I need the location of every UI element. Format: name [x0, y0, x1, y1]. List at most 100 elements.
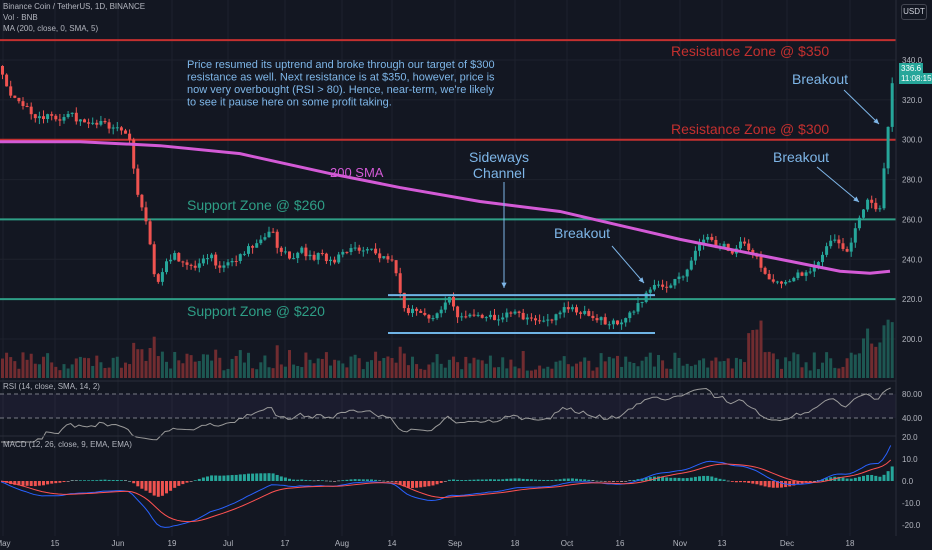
candle-body [763, 267, 767, 274]
volume-bar [497, 367, 501, 378]
volume-bar [308, 359, 312, 378]
macd-histogram-bar [693, 476, 697, 481]
candle-body [710, 237, 714, 240]
macd-histogram-bar [505, 478, 509, 481]
candle-body [402, 292, 406, 309]
volume-bar [320, 358, 324, 378]
candle-body [607, 324, 611, 326]
volume-bar [468, 363, 472, 378]
volume-bar [554, 361, 558, 378]
volume-bar [456, 362, 460, 378]
macd-histogram-bar [538, 479, 542, 481]
volume-bar [685, 363, 689, 378]
macd-tick-label: 0.0 [902, 477, 914, 486]
price-tick-label: 240.0 [902, 255, 923, 264]
macd-histogram-bar [370, 479, 373, 481]
volume-bar [443, 367, 447, 378]
volume-bar [857, 353, 861, 378]
candle-body [587, 311, 591, 316]
candle-body [829, 240, 833, 247]
volume-bar [599, 353, 603, 378]
sideways-label: Sideways [469, 149, 529, 165]
volume-bar [804, 362, 808, 378]
macd-histogram-bar [238, 474, 242, 481]
volume-bar [558, 360, 562, 378]
macd-histogram-bar [193, 480, 197, 481]
candle-body [255, 243, 259, 248]
last-price-tag: 336.6 [899, 63, 924, 74]
breakout-label-3: Breakout [792, 71, 848, 87]
macd-histogram-bar [349, 479, 353, 481]
candle-body [197, 263, 201, 268]
volume-bar [866, 328, 870, 378]
volume-bar [825, 352, 829, 378]
macd-histogram-bar [423, 481, 427, 487]
macd-histogram-bar [78, 480, 82, 481]
candle-body [538, 320, 542, 322]
candle-body [792, 277, 796, 282]
candle-body [771, 279, 775, 282]
volume-bar [657, 355, 660, 378]
volume-bar [480, 360, 484, 378]
volume-bar [734, 357, 738, 378]
volume-bar [521, 351, 525, 378]
candle-body [374, 248, 378, 254]
macd-tick-label: -10.0 [902, 499, 921, 508]
volume-bar [361, 369, 365, 378]
time-tick-label: 15 [51, 539, 60, 548]
macd-histogram-bar [119, 480, 123, 481]
macd-histogram-bar [657, 476, 660, 481]
macd-histogram-bar [661, 476, 665, 481]
currency-button[interactable]: USDT [901, 4, 927, 20]
macd-histogram-bar [148, 481, 152, 493]
volume-bar [616, 355, 619, 378]
macd-signal-line [0, 459, 892, 523]
candle-body [13, 95, 17, 98]
candle-body [796, 272, 800, 278]
volume-bar [488, 355, 492, 378]
macd-histogram-bar [345, 479, 349, 481]
macd-histogram-bar [132, 481, 136, 484]
macd-legend: MACD (12, 26, close, 9, EMA, EMA) [3, 440, 132, 449]
candle-body [70, 112, 74, 114]
candle-body [866, 199, 870, 210]
volume-bar [587, 360, 591, 378]
volume-bar [288, 350, 291, 378]
volume-bar [165, 361, 168, 378]
volume-bar [493, 367, 496, 378]
candle-body [698, 244, 701, 251]
candle-body [784, 282, 788, 284]
candle-body [222, 265, 226, 268]
candle-body [874, 202, 878, 210]
volume-bar [54, 366, 58, 378]
volume-bar [628, 361, 632, 378]
volume-bar [702, 358, 706, 378]
volume-bar [566, 364, 570, 378]
macd-histogram-bar [255, 473, 259, 481]
macd-histogram-bar [821, 479, 824, 481]
volume-bar [25, 359, 29, 378]
candle-body [644, 292, 648, 302]
macd-histogram-bar [509, 478, 513, 481]
macd-histogram-bar [570, 478, 574, 481]
volume-bar [353, 354, 357, 378]
volume-bar [640, 360, 644, 378]
volume-bar [74, 358, 78, 378]
macd-histogram-bar [542, 479, 546, 481]
candle-body [546, 319, 550, 321]
candle-body [743, 241, 747, 244]
volume-bar [214, 349, 218, 378]
macd-histogram-bar [415, 481, 419, 488]
candle-body [357, 247, 361, 251]
candle-body [726, 243, 730, 251]
candle-body [115, 127, 119, 129]
volume-bar [185, 353, 189, 378]
candle-body [550, 319, 554, 321]
support-220-label: Support Zone @ $220 [187, 303, 325, 319]
candle-body [111, 127, 115, 129]
macd-histogram-bar [74, 480, 78, 481]
candle-body [739, 241, 742, 249]
volume-bar [271, 368, 275, 378]
volume-bar [435, 354, 439, 378]
